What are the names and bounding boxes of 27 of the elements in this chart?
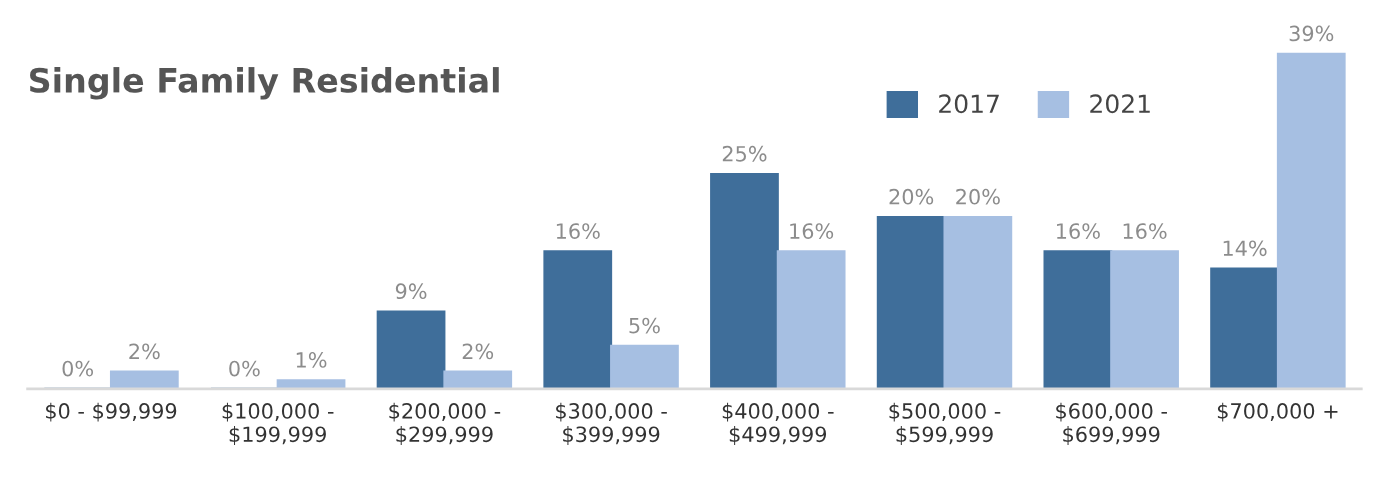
data-label: 25%: [722, 145, 767, 162]
x-tick-label: $200,000 - $299,999: [389, 402, 501, 445]
data-label: 9%: [395, 283, 427, 300]
data-label: 2%: [462, 343, 494, 360]
data-label: 14%: [1223, 240, 1267, 257]
x-tick-label: $400,000 - $499,999: [722, 402, 834, 445]
x-tick-label: $600,000 - $699,999: [1056, 402, 1167, 445]
x-tick-label: $500,000 - $599,999: [889, 402, 1001, 445]
data-label: 2%: [129, 343, 160, 360]
data-label: 16%: [1057, 223, 1100, 239]
data-label: 0%: [229, 360, 260, 377]
x-tick-label: $0 - $99,999: [46, 402, 177, 422]
data-label: 16%: [556, 223, 600, 239]
legend-label: 2017: [939, 94, 999, 114]
data-label: 5%: [629, 317, 660, 334]
data-label: 20%: [889, 188, 934, 205]
x-tick-label: $300,000 - $399,999: [556, 402, 667, 445]
x-tick-label: $700,000 +: [1217, 402, 1338, 422]
data-label: 16%: [790, 223, 834, 239]
x-tick-label: $100,000 - $199,999: [222, 402, 334, 445]
data-label: 20%: [956, 188, 1000, 205]
data-label: 1%: [296, 352, 327, 368]
data-label: 39%: [1289, 25, 1334, 42]
legend-label: 2021: [1090, 94, 1150, 114]
chart-title: Single Family Residential: [30, 67, 499, 100]
data-label: 0%: [62, 360, 94, 377]
data-label: 16%: [1123, 223, 1167, 239]
